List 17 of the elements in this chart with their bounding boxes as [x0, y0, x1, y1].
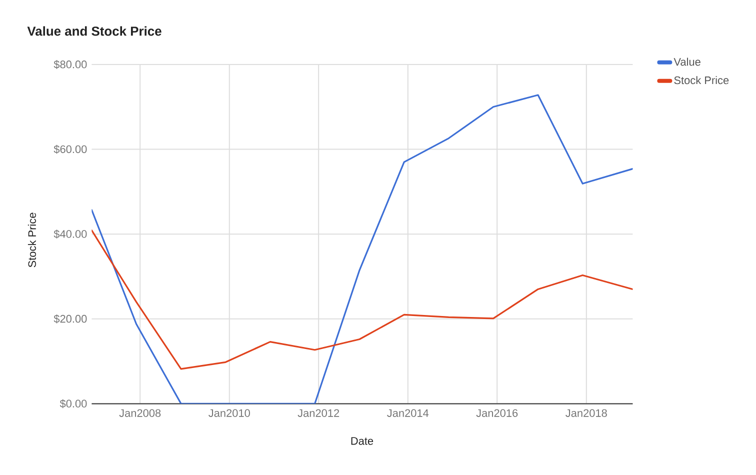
y-tick-label: $20.00	[54, 314, 87, 324]
x-tick-label: Jan2008	[119, 409, 161, 417]
x-tick-label: Jan2016	[476, 409, 518, 417]
legend-label: Stock Price	[674, 76, 729, 84]
y-tick-label: $80.00	[54, 60, 87, 69]
x-axis-title: Date	[351, 437, 374, 445]
x-tick-label: Jan2012	[298, 409, 340, 417]
y-axis-title: Stock Price	[28, 212, 36, 268]
y-tick-label: $0.00	[60, 399, 87, 408]
chart-title: Value and Stock Price	[27, 26, 162, 36]
legend-label: Value	[674, 58, 700, 66]
x-tick-label: Jan2018	[566, 409, 607, 417]
line-series	[92, 229, 633, 370]
y-tick-label: $40.00	[54, 230, 87, 239]
x-tick-label: Jan2010	[208, 409, 250, 417]
y-tick-label: $60.00	[54, 144, 87, 154]
x-tick-label: Jan2014	[387, 409, 429, 417]
